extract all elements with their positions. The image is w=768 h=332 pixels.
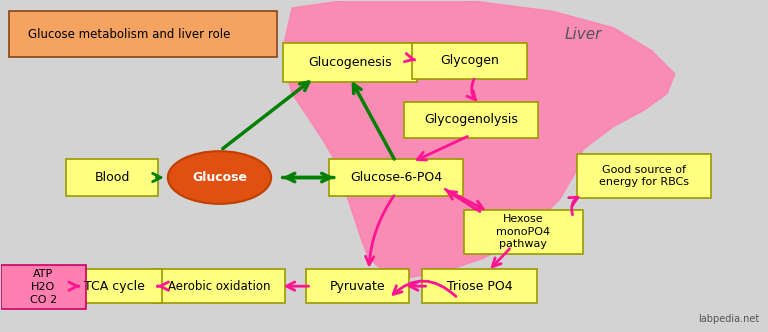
Text: Glucose metabolism and liver role: Glucose metabolism and liver role [28,28,230,41]
Text: labpedia.net: labpedia.net [697,314,759,324]
FancyBboxPatch shape [329,159,463,196]
FancyBboxPatch shape [283,42,416,82]
Text: Good source of
energy for RBCs: Good source of energy for RBCs [599,165,689,187]
Text: Glycogenolysis: Glycogenolysis [424,114,518,126]
FancyBboxPatch shape [154,269,284,303]
Text: Pyruvate: Pyruvate [329,280,385,293]
Ellipse shape [168,151,271,204]
Text: Blood: Blood [94,171,130,184]
FancyBboxPatch shape [412,42,527,79]
Text: TCA cycle: TCA cycle [84,280,145,293]
Text: Hexose
monoPO4
pathway: Hexose monoPO4 pathway [496,214,551,249]
FancyBboxPatch shape [578,154,711,198]
FancyBboxPatch shape [2,265,85,309]
FancyBboxPatch shape [67,159,158,196]
Text: Glycogen: Glycogen [440,54,499,67]
FancyBboxPatch shape [67,269,163,303]
Text: Liver: Liver [564,27,601,42]
Text: ATP
H2O
CO 2: ATP H2O CO 2 [30,269,57,305]
FancyBboxPatch shape [404,102,538,138]
FancyBboxPatch shape [306,269,409,303]
Text: Glucose: Glucose [192,171,247,184]
FancyBboxPatch shape [464,209,583,254]
FancyBboxPatch shape [9,11,277,57]
Polygon shape [284,0,675,278]
Text: Aerobic oxidation: Aerobic oxidation [168,280,271,293]
Text: Triose PO4: Triose PO4 [447,280,512,293]
Text: Glucose-6-PO4: Glucose-6-PO4 [350,171,442,184]
Text: Glucogenesis: Glucogenesis [308,56,392,69]
FancyBboxPatch shape [422,269,537,303]
